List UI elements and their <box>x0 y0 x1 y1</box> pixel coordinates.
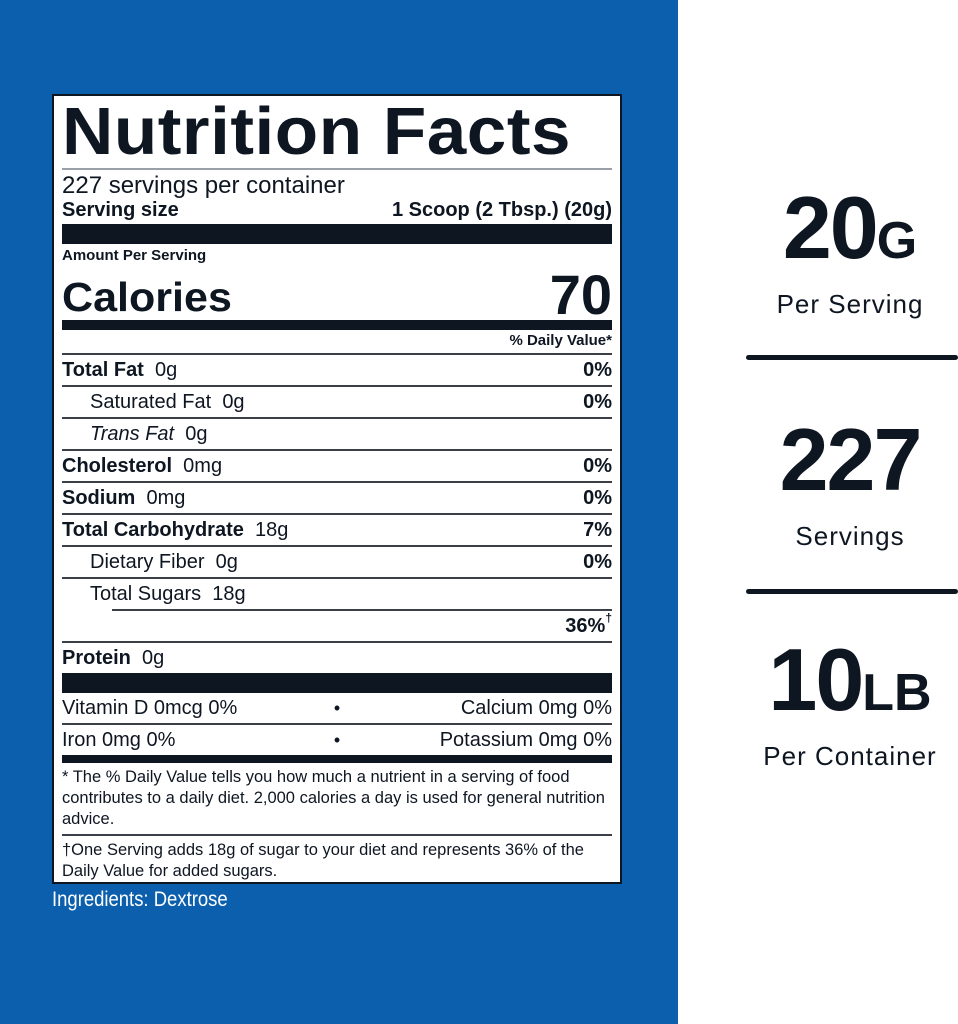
daily-value-header: % Daily Value* <box>509 332 612 349</box>
stat-divider <box>746 589 958 594</box>
stat-divider <box>746 355 958 360</box>
nutrient-name: Saturated Fat <box>90 391 212 413</box>
serving-size-row: Serving size 1 Scoop (2 Tbsp.) (20g) <box>62 199 612 224</box>
nutrient-row-trans-fat: Trans Fat 0g <box>62 419 612 449</box>
stat-servings: 227 Servings <box>742 412 958 592</box>
nutrient-name: Total Sugars <box>90 583 202 605</box>
added-sugar-footnote: †One Serving adds 18g of sugar to your d… <box>62 841 584 880</box>
divider <box>62 481 612 483</box>
stat-protein-per-serving: 20G Per Serving <box>742 180 958 360</box>
nutrient-name: Cholesterol <box>62 455 173 477</box>
bullet-separator: • <box>333 698 341 718</box>
divider <box>62 834 612 836</box>
divider <box>62 449 612 451</box>
nutrient-dv: 36%† <box>565 611 612 637</box>
stat-container-weight: 10LB Per Container <box>742 632 958 812</box>
divider <box>62 723 612 725</box>
nutrient-dv: 0% <box>583 487 612 509</box>
nutrient-name: Total Fat <box>62 359 144 381</box>
stat-value: 227 <box>779 410 923 509</box>
iron: Iron 0mg 0% <box>62 729 176 751</box>
nutrient-name: Dietary Fiber <box>90 551 205 573</box>
divider <box>62 513 612 515</box>
nutrient-amount: 18g <box>212 583 246 605</box>
nutrient-dv: 7% <box>583 519 612 541</box>
nutrient-amount: 18g <box>255 519 289 541</box>
divider <box>62 353 612 355</box>
label-title: Nutrition Facts <box>62 94 572 169</box>
serving-size-value: 1 Scoop (2 Tbsp.) (20g) <box>391 199 612 221</box>
thick-divider <box>62 224 612 244</box>
nutrient-amount: 0g <box>142 647 165 669</box>
calories-label: Calories <box>62 274 232 320</box>
nutrient-name: Trans Fat <box>90 423 175 445</box>
vitamin-row: Vitamin D 0mcg 0% • Calcium 0mg 0% <box>62 693 612 723</box>
medium-divider <box>62 320 612 330</box>
nutrient-row-dietary-fiber: Dietary Fiber 0g 0% <box>62 547 612 577</box>
nutrient-dv: 0% <box>583 359 612 381</box>
nutrient-amount: 0mg <box>183 455 223 477</box>
nutrient-amount: 0mg <box>146 487 186 509</box>
daily-value-footnote: * The % Daily Value tells you how much a… <box>62 768 605 828</box>
vitamin-d: Vitamin D 0mcg 0% <box>62 697 238 719</box>
nutrient-row-total-fat: Total Fat 0g 0% <box>62 355 612 385</box>
nutrient-amount: 0g <box>154 359 178 381</box>
nutrient-dv: 0% <box>583 551 612 573</box>
divider <box>62 545 612 547</box>
nutrient-row-total-carbohydrate: Total Carbohydrate 18g 7% <box>62 515 612 545</box>
stats-panel: 20G Per Serving 227 Servings 10LB Per Co… <box>742 180 958 812</box>
nutrient-dv: 0% <box>583 455 612 477</box>
medium-divider <box>62 755 612 763</box>
stat-caption: Per Container <box>763 741 937 771</box>
indented-divider <box>112 609 612 611</box>
nutrient-dv: 0% <box>583 391 612 413</box>
stat-unit: LB <box>862 664 932 722</box>
nutrient-row-cholesterol: Cholesterol 0mg 0% <box>62 451 612 481</box>
nutrient-row-added-sugars: 36%† <box>62 611 612 641</box>
nutrient-name: Protein <box>62 647 131 669</box>
calcium: Calcium 0mg 0% <box>460 697 612 719</box>
calories-value: 70 <box>549 263 612 326</box>
nutrient-amount: 0g <box>222 391 245 413</box>
divider <box>62 641 612 643</box>
calories-row: Calories 70 <box>62 265 612 324</box>
amount-per-serving: Amount Per Serving <box>62 247 207 264</box>
nutrient-name: Sodium <box>62 487 136 509</box>
stat-caption: Per Serving <box>776 289 924 319</box>
nutrient-row-protein: Protein 0g <box>62 643 612 673</box>
stat-value: 10 <box>768 630 864 729</box>
divider <box>62 417 612 419</box>
nutrient-amount: 0g <box>215 551 238 573</box>
nutrient-amount: 0g <box>185 423 208 445</box>
nutrition-facts-label: Nutrition Facts 227 servings per contain… <box>52 94 622 884</box>
nutrient-name: Total Carbohydrate <box>62 519 244 541</box>
nutrient-row-saturated-fat: Saturated Fat 0g 0% <box>62 387 612 417</box>
divider <box>62 168 612 170</box>
nutrient-row-sodium: Sodium 0mg 0% <box>62 483 612 513</box>
nutrient-row-total-sugars: Total Sugars 18g <box>62 579 612 609</box>
bullet-separator: • <box>333 730 341 750</box>
serving-size-label: Serving size <box>62 199 179 221</box>
vitamin-row: Iron 0mg 0% • Potassium 0mg 0% <box>62 725 612 755</box>
dagger-mark: † <box>605 611 612 625</box>
ingredients-text: Ingredients: Dextrose <box>52 888 228 911</box>
potassium: Potassium 0mg 0% <box>439 729 612 751</box>
thick-divider <box>62 673 612 693</box>
divider <box>62 385 612 387</box>
stat-value: 20 <box>782 178 879 277</box>
stat-unit: G <box>876 212 918 270</box>
divider <box>62 577 612 579</box>
stat-caption: Servings <box>795 521 905 551</box>
servings-per-container: 227 servings per container <box>62 172 345 199</box>
